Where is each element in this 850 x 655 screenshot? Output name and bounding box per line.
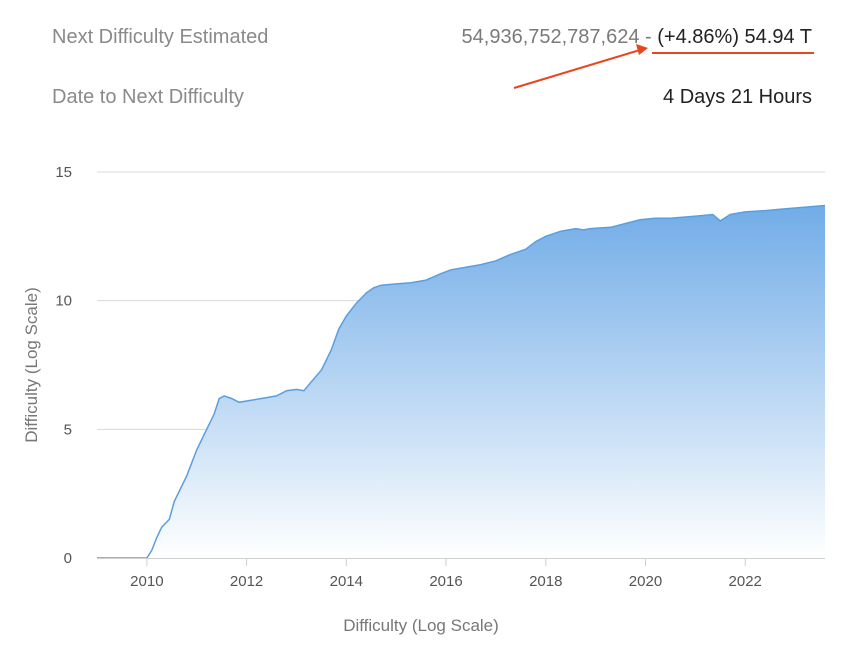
x-tick-label: 2010 bbox=[130, 573, 163, 590]
x-tick-label: 2022 bbox=[729, 573, 762, 590]
difficulty-line bbox=[97, 204, 826, 559]
y-axis-label: Difficulty (Log Scale) bbox=[22, 287, 41, 443]
next-difficulty-label: Next Difficulty Estimated bbox=[52, 26, 269, 48]
y-tick-label: 15 bbox=[55, 164, 72, 181]
x-axis-label: Difficulty (Log Scale) bbox=[343, 616, 499, 635]
next-difficulty-row: Next Difficulty Estimated 54,936,752,787… bbox=[52, 22, 812, 52]
next-difficulty-change: (+4.86%) 54.94 T bbox=[657, 26, 812, 48]
x-tick-label: 2018 bbox=[529, 573, 562, 590]
next-date-label: Date to Next Difficulty bbox=[52, 86, 244, 108]
next-difficulty-value: 54,936,752,787,624 - (+4.86%) 54.94 T bbox=[462, 22, 812, 52]
next-difficulty-separator: - bbox=[645, 26, 652, 48]
x-tick-label: 2012 bbox=[230, 573, 263, 590]
y-axis-ticks: 0 5 10 15 bbox=[55, 164, 72, 567]
next-date-row: Date to Next Difficulty 4 Days 21 Hours bbox=[52, 82, 812, 112]
x-tick-label: 2020 bbox=[629, 573, 662, 590]
difficulty-area bbox=[97, 205, 825, 558]
y-tick-label: 0 bbox=[64, 550, 72, 567]
x-tick-label: 2016 bbox=[429, 573, 462, 590]
next-date-value: 4 Days 21 Hours bbox=[663, 86, 812, 108]
x-axis-ticks: 2010 2012 2014 2016 2018 2020 2022 bbox=[130, 558, 762, 590]
x-tick-label: 2014 bbox=[330, 573, 363, 590]
next-difficulty-number: 54,936,752,787,624 bbox=[461, 26, 640, 48]
annotation-arrow bbox=[513, 44, 648, 89]
y-tick-label: 5 bbox=[64, 421, 72, 438]
y-tick-label: 10 bbox=[55, 293, 72, 310]
